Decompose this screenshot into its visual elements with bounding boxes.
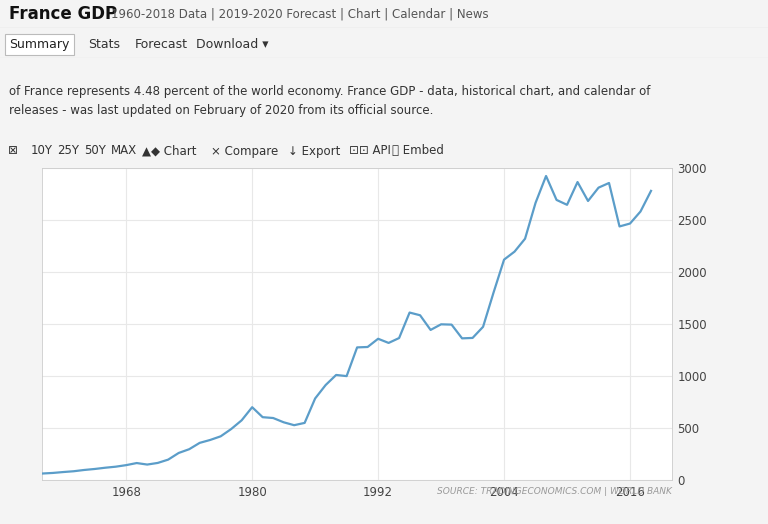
- Text: ↓ Export: ↓ Export: [288, 145, 340, 158]
- Text: ⊡⊡ API: ⊡⊡ API: [349, 145, 392, 158]
- Text: Download ▾: Download ▾: [196, 38, 268, 51]
- Text: Forecast: Forecast: [134, 38, 187, 51]
- Text: MAX: MAX: [111, 145, 137, 158]
- Text: 50Y: 50Y: [84, 145, 106, 158]
- Text: 10Y: 10Y: [31, 145, 53, 158]
- Text: ⊠: ⊠: [8, 145, 18, 158]
- Text: 25Y: 25Y: [58, 145, 80, 158]
- Text: Summary: Summary: [9, 38, 70, 51]
- Text: France GDP: France GDP: [9, 5, 118, 23]
- Text: ▲◆ Chart: ▲◆ Chart: [142, 145, 197, 158]
- Text: ⨯ Compare: ⨯ Compare: [211, 145, 279, 158]
- Text: 1960-2018 Data | 2019-2020 Forecast | Chart | Calendar | News: 1960-2018 Data | 2019-2020 Forecast | Ch…: [111, 7, 489, 20]
- Text: Stats: Stats: [88, 38, 121, 51]
- Text: of France represents 4.48 percent of the world economy. France GDP - data, histo: of France represents 4.48 percent of the…: [9, 84, 650, 117]
- Text: SOURCE: TRADINGECONOMICS.COM | WORLD BANK: SOURCE: TRADINGECONOMICS.COM | WORLD BAN…: [437, 487, 672, 496]
- Text: ⬜ Embed: ⬜ Embed: [392, 145, 444, 158]
